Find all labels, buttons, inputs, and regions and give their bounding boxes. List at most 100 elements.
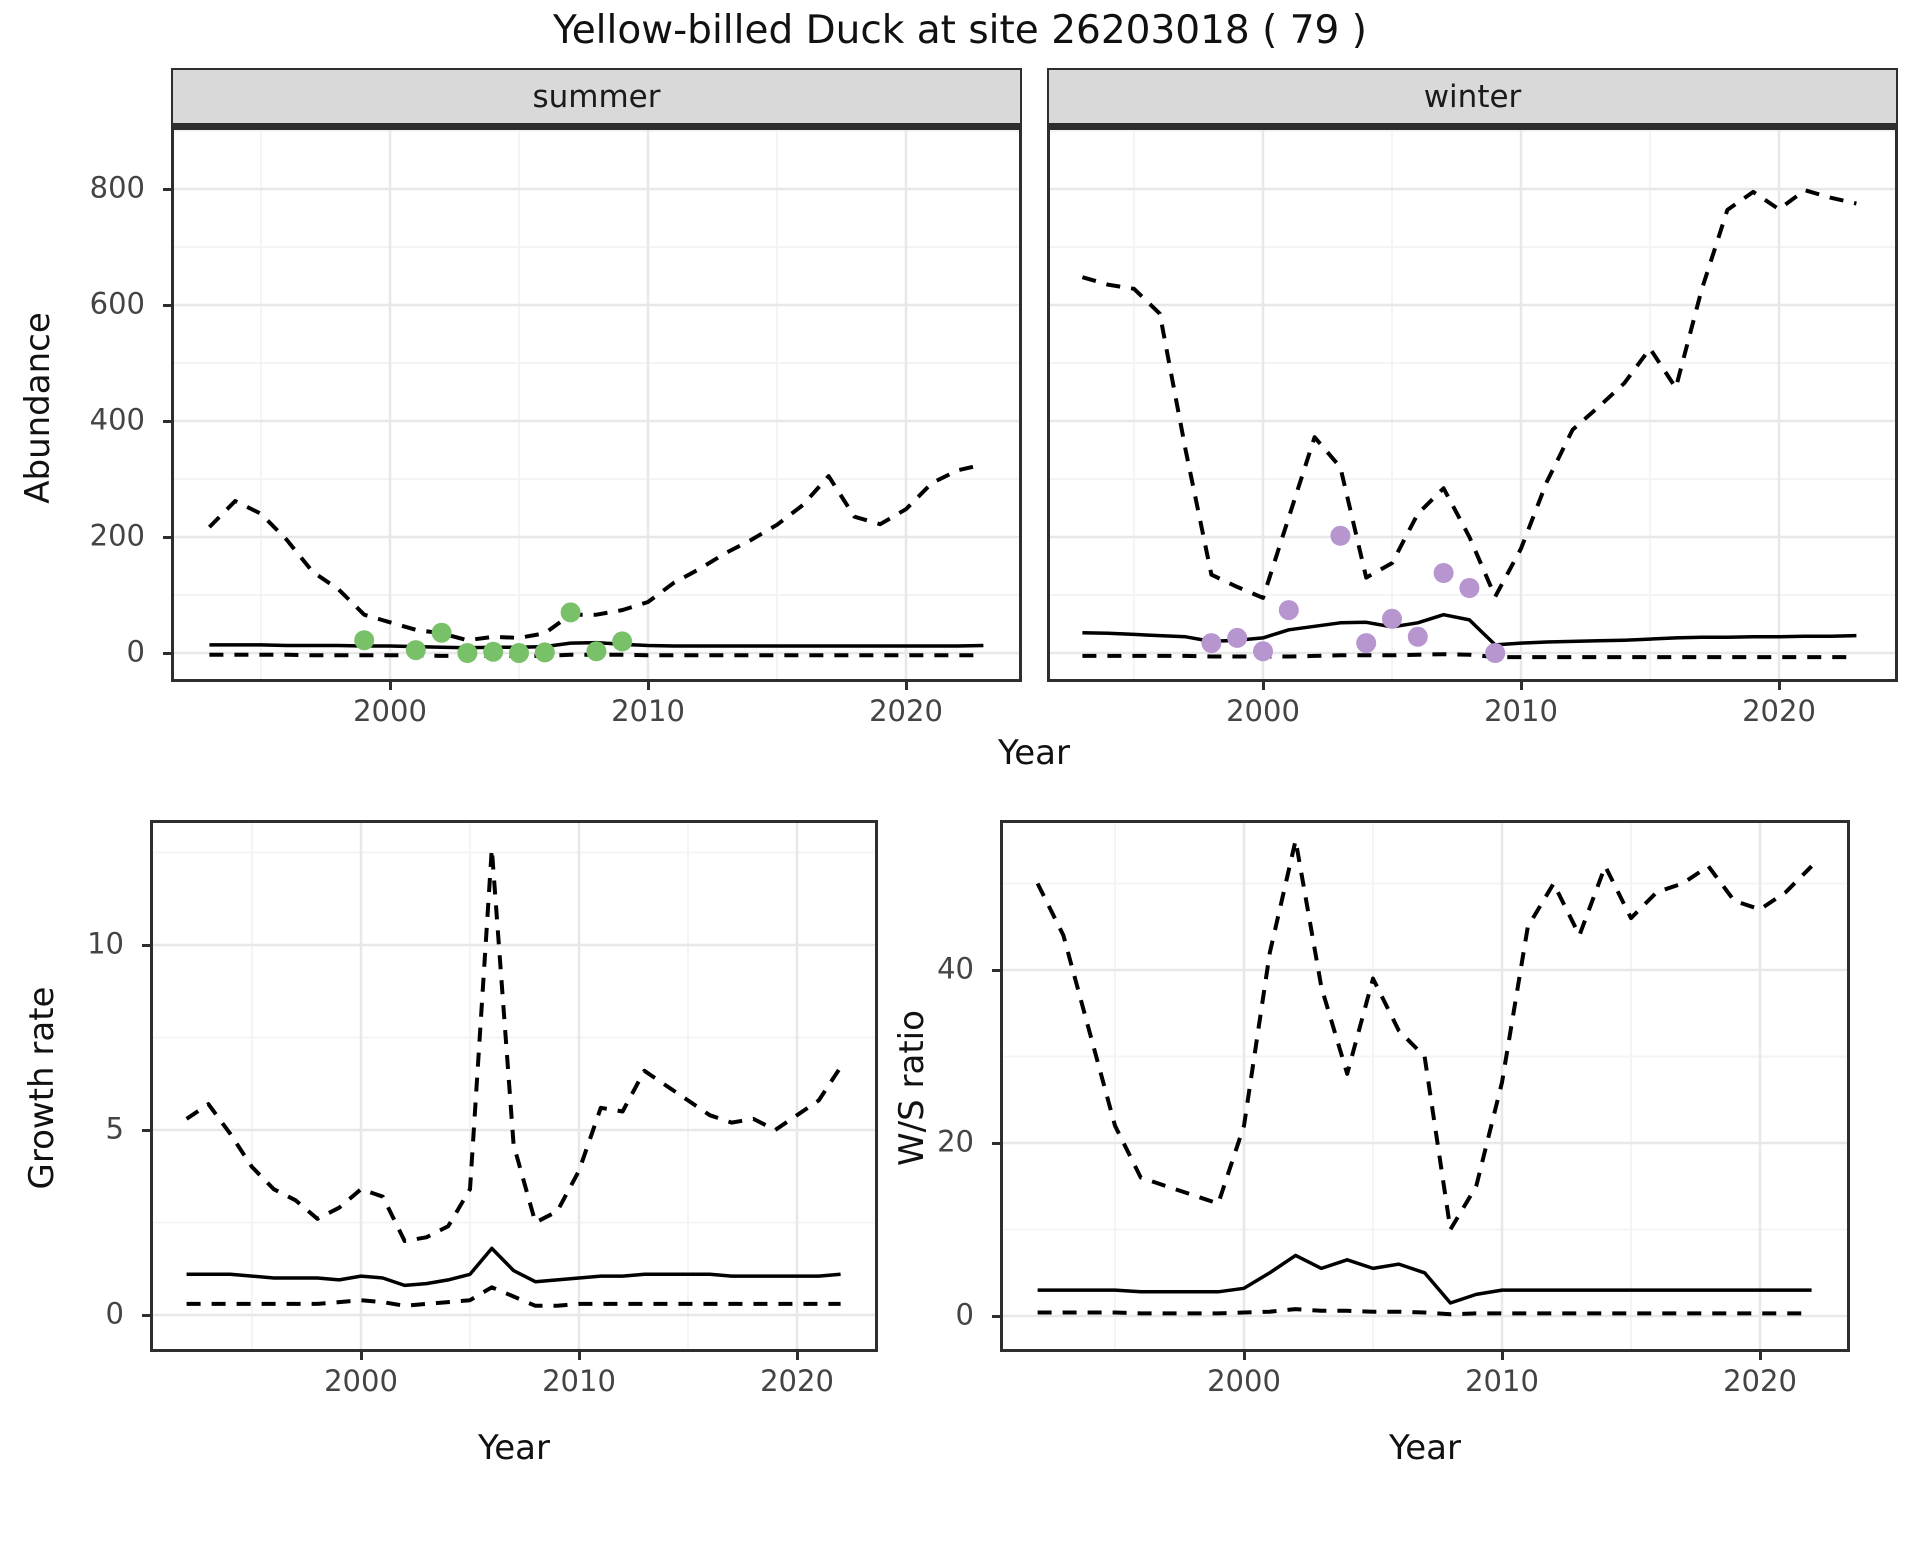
growth-rate-upper-95ci-line [185, 846, 843, 1243]
y-tick-mark [163, 419, 171, 423]
observed-counts-point [560, 602, 581, 623]
growth-rate-gridlines [150, 820, 878, 1352]
abundance-winter-panel-border [1047, 127, 1898, 682]
y-tick-mark [142, 943, 150, 947]
y-tick-mark [142, 1128, 150, 1132]
x-tick-label: 2020 [1742, 694, 1816, 728]
x-axis-title-top: Year [998, 733, 1070, 773]
x-tick-label: 2000 [1207, 1364, 1281, 1398]
y-tick-mark [992, 1141, 1000, 1145]
growth-rate-median-line [186, 1246, 841, 1288]
y-tick-label: 0 [955, 1297, 974, 1332]
x-axis-title-ws: Year [1389, 1428, 1461, 1468]
observed-counts-point [586, 641, 607, 662]
y-axis-title-growth-rate: Growth rate [22, 986, 62, 1190]
observed-counts-point [405, 640, 426, 661]
abundance-winter-observed-points [1201, 525, 1506, 663]
observed-counts-point [483, 641, 504, 662]
x-axis-title-growth: Year [478, 1428, 550, 1468]
observed-counts-point [1433, 563, 1454, 583]
observed-counts-point [509, 643, 529, 663]
x-tick-mark [388, 682, 392, 690]
observed-counts-point [1382, 608, 1402, 629]
x-tick-mark [795, 1352, 799, 1360]
observed-counts-point [1278, 600, 1299, 621]
observed-counts-point [1253, 641, 1273, 662]
y-tick-label: 5 [105, 1111, 124, 1146]
facet-strip-summer: summer [171, 68, 1022, 127]
x-tick-mark [577, 1352, 581, 1360]
growth-rate-panel-border [150, 820, 878, 1352]
observed-counts-point [1227, 627, 1248, 648]
y-tick-mark [163, 303, 171, 307]
y-tick-mark [163, 651, 171, 655]
x-tick-label: 2010 [611, 694, 685, 728]
facet-strip-winter: winter [1047, 68, 1898, 127]
y-tick-label: 40 [937, 951, 974, 986]
chart-title: Yellow-billed Duck at site 26203018 ( 79… [553, 8, 1367, 53]
observed-counts-point [354, 630, 375, 651]
observed-counts-point [457, 643, 478, 663]
observed-counts-point [1330, 525, 1351, 546]
observed-counts-point [1459, 578, 1480, 598]
y-tick-label: 0 [126, 634, 145, 669]
abundance-winter-upper-95ci-line [1081, 188, 1857, 600]
x-tick-mark [1242, 1352, 1246, 1360]
observed-counts-point [612, 631, 633, 652]
observed-counts-point [1407, 626, 1428, 647]
y-tick-label: 20 [937, 1124, 974, 1159]
panel-ws-ratio [1000, 820, 1850, 1352]
abundance-summer-gridlines [171, 127, 1022, 682]
y-axis-title-abundance: Abundance [18, 312, 58, 504]
y-tick-mark [142, 1313, 150, 1317]
y-tick-label: 400 [89, 402, 145, 437]
x-tick-mark [359, 1352, 363, 1360]
x-tick-mark [1519, 682, 1523, 690]
y-tick-mark [163, 535, 171, 539]
abundance-winter-median-line [1082, 612, 1857, 647]
x-tick-label: 2020 [760, 1364, 834, 1398]
x-tick-label: 2000 [353, 694, 427, 728]
facet-strip-winter-label: winter [1423, 78, 1522, 115]
y-tick-label: 10 [87, 926, 124, 961]
x-tick-label: 2000 [324, 1364, 398, 1398]
y-tick-label: 200 [89, 518, 145, 553]
growth-rate-lower-95ci-line [186, 1285, 841, 1308]
x-tick-label: 2010 [542, 1364, 616, 1398]
x-tick-label: 2010 [1465, 1364, 1539, 1398]
x-tick-label: 2000 [1226, 694, 1300, 728]
x-tick-mark [1758, 1352, 1762, 1360]
x-tick-mark [1500, 1352, 1504, 1360]
abundance-summer-observed-points [354, 602, 633, 663]
x-tick-label: 2020 [1723, 1364, 1797, 1398]
abundance-winter-gridlines [1047, 127, 1898, 682]
observed-counts-point [534, 642, 555, 663]
x-tick-label: 2010 [1484, 694, 1558, 728]
facet-strip-summer-label: summer [532, 78, 661, 115]
x-tick-label: 2020 [869, 694, 943, 728]
y-tick-label: 800 [89, 170, 145, 205]
y-tick-mark [992, 1314, 1000, 1318]
x-tick-mark [1261, 682, 1265, 690]
panel-abundance-winter [1047, 127, 1898, 682]
y-tick-mark [992, 968, 1000, 972]
panel-growth-rate [150, 820, 878, 1352]
abundance-summer-panel-border [171, 127, 1022, 682]
abundance-summer-upper-95ci-line [207, 462, 984, 643]
ws-ratio-panel-border [1000, 820, 1850, 1352]
y-tick-mark [163, 187, 171, 191]
observed-counts-point [1201, 633, 1222, 654]
observed-counts-point [1356, 633, 1377, 654]
x-tick-mark [1777, 682, 1781, 690]
x-tick-mark [646, 682, 650, 690]
ws-ratio-upper-95ci-line [1035, 838, 1814, 1232]
observed-counts-point [1485, 643, 1506, 663]
x-tick-mark [904, 682, 908, 690]
abundance-winter-lower-95ci-line [1082, 652, 1857, 660]
y-tick-label: 0 [105, 1296, 124, 1331]
y-tick-label: 600 [89, 286, 145, 321]
panel-abundance-summer [171, 127, 1022, 682]
ws-ratio-median-line [1037, 1253, 1812, 1305]
observed-counts-point [431, 622, 452, 643]
